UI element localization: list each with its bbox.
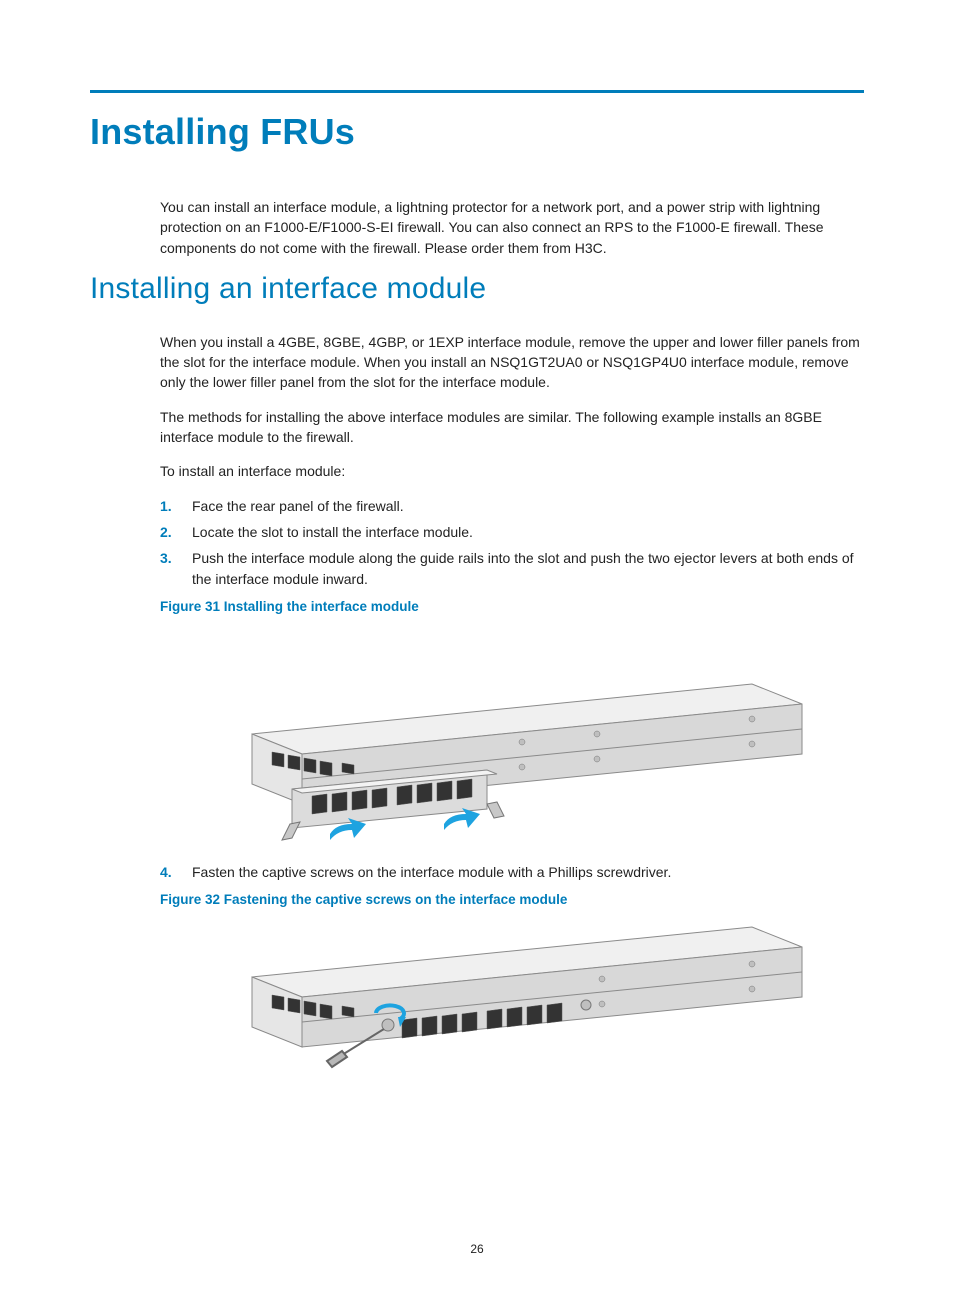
- device-diagram-icon: [192, 624, 832, 844]
- step-text: Face the rear panel of the firewall.: [192, 496, 864, 516]
- content-block: When you install a 4GBE, 8GBE, 4GBP, or …: [160, 332, 864, 1077]
- step-number: 2.: [160, 522, 192, 542]
- step-list-continued: 4. Fasten the captive screws on the inte…: [160, 862, 864, 882]
- figure-32: [160, 917, 864, 1077]
- paragraph-1: When you install a 4GBE, 8GBE, 4GBP, or …: [160, 332, 864, 393]
- list-item: 3. Push the interface module along the g…: [160, 548, 864, 589]
- list-item: 4. Fasten the captive screws on the inte…: [160, 862, 864, 882]
- figure-32-caption: Figure 32 Fastening the captive screws o…: [160, 892, 864, 907]
- list-item: 1. Face the rear panel of the firewall.: [160, 496, 864, 516]
- paragraph-3: To install an interface module:: [160, 461, 864, 481]
- intro-paragraph: You can install an interface module, a l…: [160, 197, 864, 258]
- step-number: 4.: [160, 862, 192, 882]
- page-container: Installing FRUs You can install an inter…: [0, 0, 954, 1135]
- paragraph-2: The methods for installing the above int…: [160, 407, 864, 448]
- page-number: 26: [0, 1242, 954, 1256]
- figure-31: [160, 624, 864, 844]
- step-number: 1.: [160, 496, 192, 516]
- figure-31-caption: Figure 31 Installing the interface modul…: [160, 599, 864, 614]
- step-text: Locate the slot to install the interface…: [192, 522, 864, 542]
- step-list: 1. Face the rear panel of the firewall. …: [160, 496, 864, 589]
- step-text: Fasten the captive screws on the interfa…: [192, 862, 864, 882]
- list-item: 2. Locate the slot to install the interf…: [160, 522, 864, 542]
- section-rule: [90, 90, 864, 93]
- device-diagram-icon: [192, 917, 832, 1077]
- heading-2: Installing an interface module: [90, 272, 864, 306]
- intro-block: You can install an interface module, a l…: [160, 197, 864, 258]
- step-number: 3.: [160, 548, 192, 589]
- step-text: Push the interface module along the guid…: [192, 548, 864, 589]
- heading-1: Installing FRUs: [90, 111, 864, 153]
